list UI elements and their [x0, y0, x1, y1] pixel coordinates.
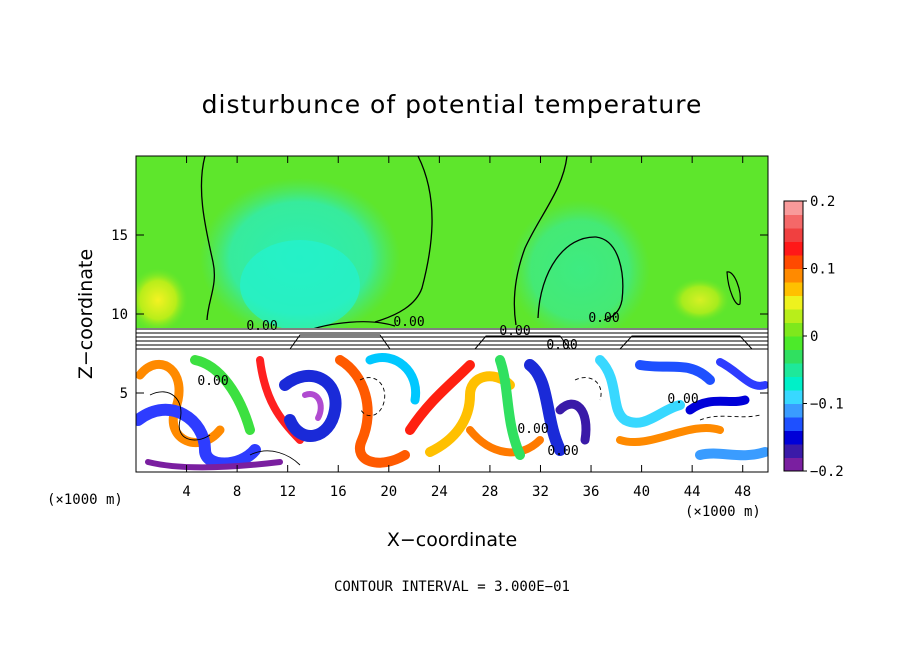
x-tick-label: 32: [532, 484, 549, 500]
colorbar-swatch: [784, 376, 803, 391]
x-tick-label: 48: [734, 484, 751, 500]
contour-zero-middle: [513, 156, 568, 326]
cyan-anomaly-core: [240, 240, 360, 330]
contour-label: 0.00: [546, 338, 577, 353]
interface-contours: [136, 328, 768, 350]
colorbar-tick-label: 0: [810, 329, 818, 345]
x-axis-label: X−coordinate: [387, 529, 517, 551]
contour-zero-left: [200, 156, 433, 323]
interface-band: [136, 328, 768, 350]
colorbar-swatch: [784, 363, 803, 377]
contour-label: 0.00: [197, 374, 228, 389]
x-axis-unit-left: (×1000 m): [47, 492, 123, 508]
colorbar-swatch: [784, 295, 803, 310]
colorbar-swatch: [784, 228, 803, 242]
x-tick-label: 36: [583, 484, 600, 500]
turbulent-eddies: [136, 353, 768, 471]
colorbar-swatch: [784, 349, 803, 364]
x-tick-label: 28: [481, 484, 498, 500]
colorbar-swatch: [784, 403, 803, 418]
y-axis-ticks: 5 10 15: [111, 228, 768, 402]
cyan-anomaly-right: [510, 200, 650, 340]
x-axis-unit-right: (×1000 m): [685, 504, 761, 520]
x-tick-label: 16: [330, 484, 347, 500]
colorbar-tick-label: −0.2: [810, 464, 844, 480]
lower-contour-lines: [149, 377, 761, 466]
colorbar-swatch: [784, 417, 803, 431]
contour-label: 0.00: [517, 422, 548, 437]
colorbar-swatch: [784, 255, 803, 269]
colorbar-tick-label: 0.1: [810, 262, 835, 278]
colorbar-swatch: [784, 390, 803, 404]
contour-label: 0.00: [588, 311, 619, 326]
contour-label: 0.00: [547, 444, 578, 459]
contour-small-loop: [726, 271, 741, 306]
colorbar-swatch: [784, 309, 803, 323]
colorbar-tick-label: −0.1: [810, 397, 844, 413]
y-tick-label: 10: [111, 307, 128, 323]
x-axis-ticks: 4 8 12 16 20 24 28 32 36 40 44 48: [182, 156, 751, 500]
chart-title: disturbunce of potential temperature: [202, 90, 703, 119]
contour-interval-note: CONTOUR INTERVAL = 3.000E−01: [334, 579, 570, 595]
x-tick-label: 40: [633, 484, 650, 500]
contour-label: 0.00: [393, 315, 424, 330]
y-tick-label: 15: [111, 228, 128, 244]
colorbar-swatch: [784, 322, 803, 337]
colorbar: 0.2 0.1 0 −0.1 −0.2: [783, 194, 844, 480]
colorbar-swatch: [784, 336, 803, 350]
contour-zero-dome: [537, 236, 624, 321]
yellow-anomaly-left: [136, 268, 188, 332]
colorbar-swatch: [784, 201, 803, 215]
y-tick-label: 5: [120, 386, 128, 402]
y-axis-label: Z−coordinate: [75, 249, 97, 379]
contour-label: 0.00: [499, 324, 530, 339]
colorbar-swatch: [784, 214, 803, 229]
colorbar-swatch: [784, 457, 803, 472]
colorbar-swatch: [784, 444, 803, 458]
plot-area: [136, 156, 768, 472]
x-tick-label: 8: [233, 484, 241, 500]
colorbar-swatch: [784, 282, 803, 296]
colorbar-swatch: [784, 430, 803, 445]
contour-label: 0.00: [246, 319, 277, 334]
x-tick-label: 12: [279, 484, 296, 500]
colorbar-swatch: [784, 268, 803, 283]
x-tick-label: 44: [684, 484, 701, 500]
x-tick-label: 20: [380, 484, 397, 500]
contour-label: 0.00: [667, 392, 698, 407]
colorbar-swatch: [784, 241, 803, 256]
yellow-anomaly-right: [670, 278, 730, 322]
x-tick-label: 4: [182, 484, 190, 500]
x-tick-label: 24: [431, 484, 448, 500]
contour-labels: 0.00 0.00 0.00 0.00 0.00 0.00 0.00 0.00 0.00: [197, 311, 698, 459]
colorbar-tick-label: 0.2: [810, 194, 835, 210]
